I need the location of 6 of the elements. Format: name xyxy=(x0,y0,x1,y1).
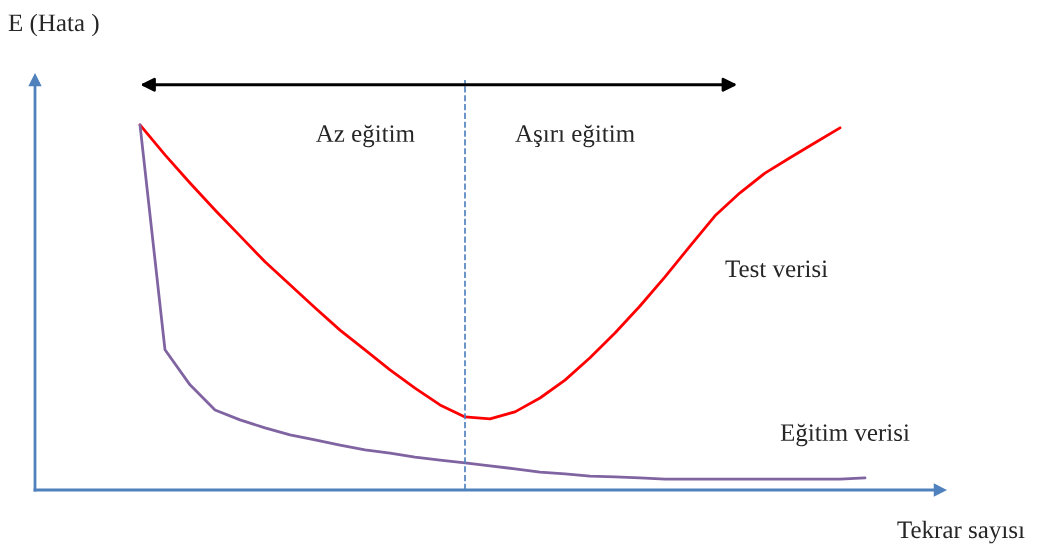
y-axis-title: E (Hata ) xyxy=(8,13,99,37)
series-label: Test verisi xyxy=(725,260,828,278)
series-label: Eğitim verisi xyxy=(780,423,910,447)
x-axis-title: Tekrar sayısı xyxy=(897,520,1025,544)
annotation: Aşırı eğitim xyxy=(515,124,635,148)
annotation: Az eğitim xyxy=(315,124,415,148)
